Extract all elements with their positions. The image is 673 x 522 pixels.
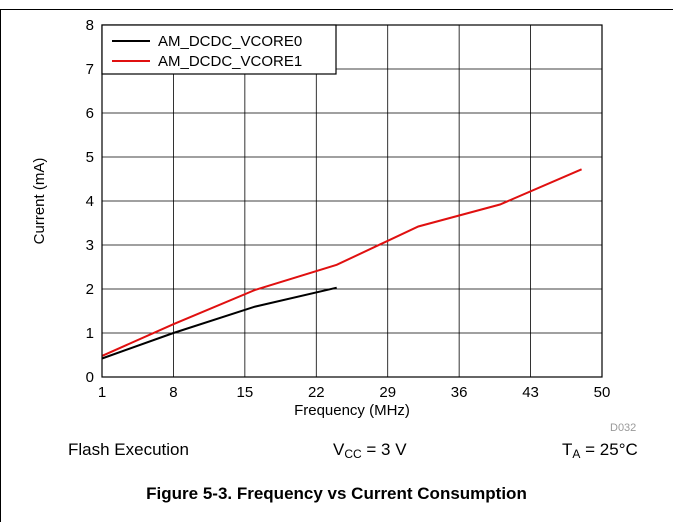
grid [101,24,603,378]
x-tick-label: 15 [237,384,254,401]
vcc-subscript: CC [344,447,362,461]
condition-ta: TA = 25°C [562,440,638,461]
y-tick-label: 8 [86,17,94,34]
series-lines [101,168,582,360]
condition-flash-execution-text: Flash Execution [68,440,189,459]
x-tick-label: 36 [451,384,468,401]
y-tick-label: 4 [86,193,94,210]
plot-border [101,24,603,378]
x-tick-label: 1 [98,384,106,401]
figure-id: D032 [610,422,637,434]
x-tick-label: 8 [169,384,177,401]
condition-vcc: VCC = 3 V [333,440,407,461]
y-tick-label: 1 [86,325,94,342]
x-tick-label: 43 [522,384,539,401]
series-line-am-dcdc-vcore1 [101,168,582,357]
frame-left-line [0,9,1,522]
ta-symbol: T [562,440,573,459]
series-line-am-dcdc-vcore0 [101,286,337,360]
y-tick-label: 3 [86,237,94,254]
y-tick-label: 2 [86,281,94,298]
y-tick-label: 5 [86,149,94,166]
ta-subscript: A [572,447,581,461]
legend-label: AM_DCDC_VCORE1 [158,53,302,70]
legend-label: AM_DCDC_VCORE0 [158,33,302,50]
vcc-value: = 3 V [361,440,407,459]
y-tick-label: 6 [86,105,94,122]
y-tick-label: 7 [86,61,94,78]
condition-flash-execution: Flash Execution [68,440,189,460]
x-axis-label: Frequency (MHz) [294,402,410,419]
vcc-symbol: V [333,440,345,459]
legend-box [101,24,337,75]
legend: AM_DCDC_VCORE0 AM_DCDC_VCORE1 [101,24,337,75]
x-tick-label: 22 [308,384,325,401]
ta-value: = 25°C [580,440,638,459]
x-tick-label: 29 [379,384,396,401]
x-tick-label: 50 [594,384,611,401]
y-tick-label: 0 [86,369,94,386]
figure-caption: Figure 5-3. Frequency vs Current Consump… [146,484,527,503]
y-axis-label: Current (mA) [31,158,48,245]
frame-top-line [0,9,673,10]
